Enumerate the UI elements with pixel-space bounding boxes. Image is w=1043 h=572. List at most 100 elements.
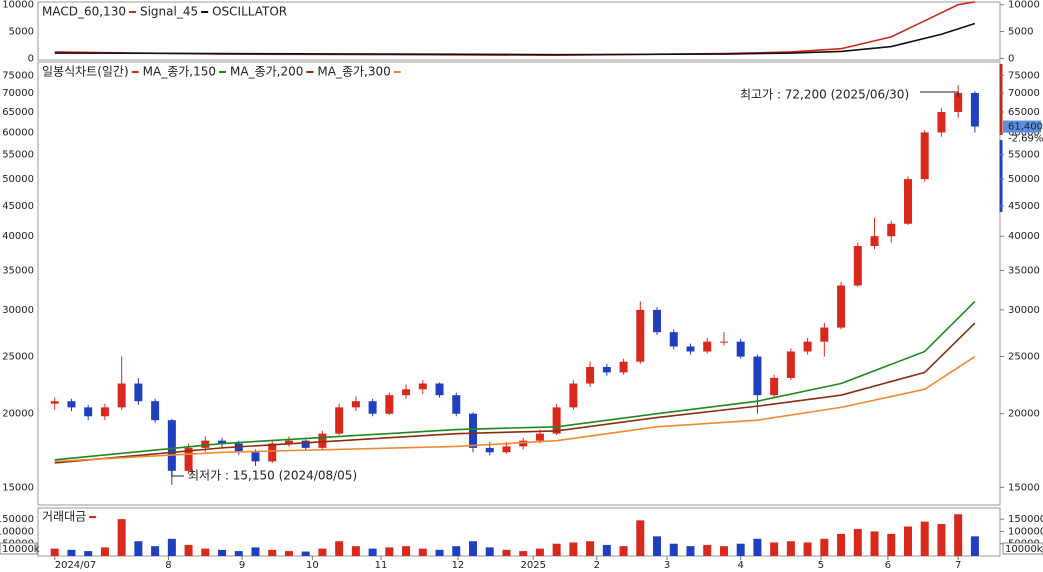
candle-body [268, 443, 277, 462]
volume-bar [686, 546, 695, 556]
y-tick-label-left: 5000 [9, 27, 34, 38]
candle-body [84, 407, 93, 417]
annotation-arrow [920, 91, 959, 97]
candle-body [485, 447, 494, 453]
volume-bar [351, 546, 360, 556]
volume-bar [284, 551, 293, 556]
candle-body [418, 383, 427, 390]
y-tick-label-left: 0 [28, 53, 34, 64]
legend-label: Signal_45 [140, 5, 198, 19]
volume-bar [552, 543, 561, 556]
candle-body [201, 440, 210, 448]
y-tick-label-left: 10000 [2, 0, 34, 11]
candle-body [402, 389, 411, 396]
candle-body [853, 246, 862, 286]
unit-label: 10000k [1005, 544, 1043, 555]
x-tick-label: 12 [452, 560, 465, 571]
volume-panel [37, 507, 1001, 557]
volume-bar [452, 546, 461, 556]
x-tick-label: 8 [165, 560, 171, 571]
candle-body [920, 132, 929, 180]
y-tick-label-left: 60000 [2, 127, 34, 138]
volume-bar [719, 546, 728, 556]
volume-bar [385, 547, 394, 556]
y-tick-label: 15000 [1008, 482, 1040, 493]
volume-bar [468, 541, 477, 556]
volume-bar [669, 543, 678, 556]
volume-bar [636, 520, 645, 556]
x-tick-label: 7 [955, 560, 961, 571]
y-tick-label: 45000 [1008, 201, 1040, 212]
volume-bar [653, 536, 662, 556]
volume-bar [803, 542, 812, 556]
current-price: 61,400 [1008, 122, 1043, 133]
candle-body [636, 309, 645, 362]
candle-body [117, 383, 126, 408]
candle-body [452, 395, 461, 414]
moving-average [54, 300, 976, 461]
panel-title: 일봉식차트(일간) [42, 65, 129, 79]
candle-body [251, 452, 260, 462]
volume-bar [134, 541, 143, 556]
candle-body [502, 446, 511, 453]
y-tick-label: 5000 [1008, 27, 1033, 38]
candle-body [703, 341, 712, 352]
candle-body [719, 341, 728, 343]
volume-bar [485, 547, 494, 556]
volume-bar [954, 514, 963, 556]
y-tick-label: 60000 [1008, 127, 1040, 138]
y-tick-label: 0 [1008, 53, 1014, 64]
volume-bar [903, 526, 912, 556]
y-tick-label: 70000 [1008, 88, 1040, 99]
y-tick-label-left: 20000 [2, 409, 34, 420]
volume-bar [368, 548, 377, 556]
volume-bar [820, 538, 829, 556]
volume-bar [887, 533, 896, 556]
x-tick-label: 4 [737, 560, 743, 571]
candle-body [134, 383, 143, 402]
candle-body [435, 383, 444, 396]
volume-bar [184, 544, 193, 556]
x-tick-label: 6 [885, 560, 891, 571]
legend-label: MACD_60,130 [42, 5, 126, 19]
volume-bar [837, 533, 846, 556]
volume-bar [619, 546, 628, 556]
candle-body [167, 420, 176, 471]
y-tick-label: 50000 [1008, 174, 1040, 185]
y-tick-label-left: 45000 [2, 201, 34, 212]
candle-body [820, 327, 829, 342]
candle-body [468, 413, 477, 448]
y-tick-label-left: 15000 [2, 482, 34, 493]
y-tick-label: 150000 [1008, 514, 1043, 525]
macd-line [54, 22, 976, 56]
candle-body [519, 440, 528, 447]
candle-body [151, 401, 160, 421]
y-tick-label-left: 50000 [2, 174, 34, 185]
candle-body [218, 440, 227, 444]
volume-bar [167, 538, 176, 556]
volume-bar [402, 546, 411, 556]
volume-bar [218, 549, 227, 556]
candle-body [887, 223, 896, 237]
volume-bar [970, 536, 979, 556]
candle-body [653, 309, 662, 333]
y-tick-label-left: 65000 [2, 107, 34, 118]
moving-average [54, 322, 976, 464]
unit-box [1002, 542, 1043, 555]
candle-body [686, 346, 695, 352]
panel-title: OSCILLATOR [212, 5, 287, 19]
y-tick-label: 35000 [1008, 265, 1040, 276]
candle-body [753, 356, 762, 396]
y-tick-label-left: 55000 [2, 150, 34, 161]
current-price-box [1003, 120, 1041, 133]
volume-bar [100, 547, 109, 556]
volume-bar [502, 549, 511, 556]
volume-bar [535, 548, 544, 556]
macd-panel [37, 1, 1001, 61]
y-tick-label-left: 150000 [0, 514, 34, 525]
moving-average [54, 355, 976, 463]
volume-bar [736, 543, 745, 556]
volume-bar [50, 548, 59, 556]
volume-bar [586, 541, 595, 556]
